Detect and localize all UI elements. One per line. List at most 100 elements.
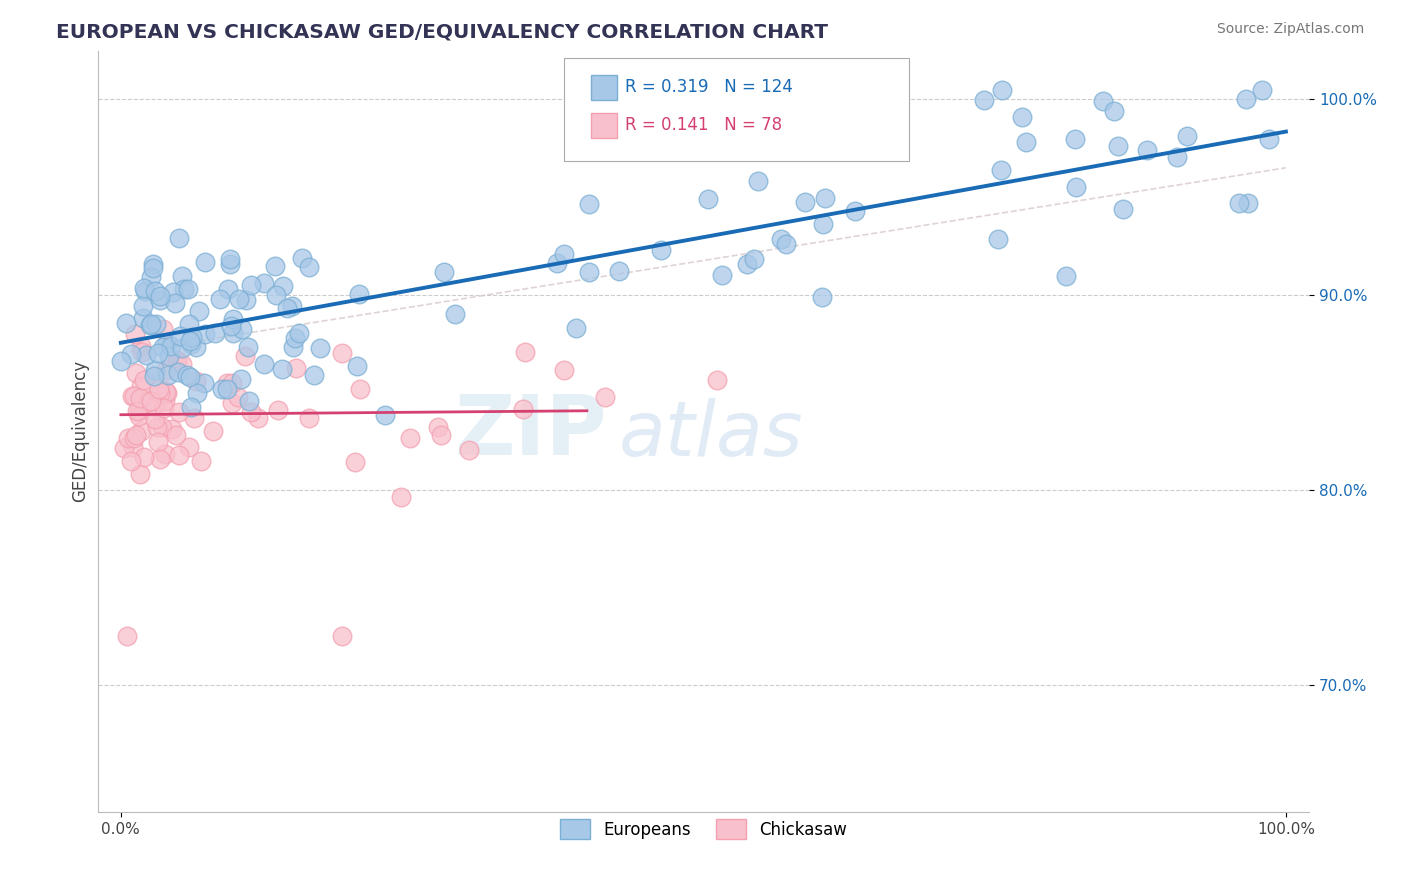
Point [129, 424, 152, 438]
Point [156, 385, 179, 400]
Point [177, 282, 200, 296]
Point [186, 374, 208, 388]
Point [146, 435, 169, 450]
Point [142, 401, 165, 415]
Point [134, 281, 156, 295]
Point [298, 410, 321, 425]
Point [1064, 132, 1087, 146]
Point [253, 276, 276, 290]
Point [176, 368, 198, 383]
Point [121, 389, 143, 403]
Point [284, 361, 307, 376]
Point [706, 373, 728, 387]
Point [1011, 110, 1033, 124]
Point [228, 292, 250, 306]
Point [346, 359, 368, 373]
Point [458, 443, 481, 458]
Point [607, 264, 630, 278]
Point [132, 311, 155, 326]
Point [159, 339, 181, 353]
Point [217, 282, 239, 296]
Point [155, 336, 177, 351]
Point [697, 192, 720, 206]
Text: R = 0.141   N = 78: R = 0.141 N = 78 [624, 116, 782, 135]
Point [219, 319, 242, 334]
Point [238, 340, 260, 354]
Point [240, 278, 263, 293]
Point [129, 338, 152, 352]
Point [1107, 139, 1129, 153]
FancyBboxPatch shape [564, 58, 910, 161]
Point [110, 354, 132, 368]
Point [117, 431, 139, 445]
Point [190, 454, 212, 468]
Point [134, 450, 156, 464]
Point [122, 431, 145, 445]
Point [264, 259, 287, 273]
Point [1015, 135, 1038, 149]
Point [231, 322, 253, 336]
Point [280, 299, 302, 313]
Point [235, 293, 257, 307]
Point [165, 427, 187, 442]
Point [271, 278, 294, 293]
Point [155, 363, 177, 377]
Point [155, 384, 177, 399]
Point [125, 427, 148, 442]
Point [134, 284, 156, 298]
Point [172, 341, 194, 355]
Point [179, 440, 201, 454]
Point [546, 255, 568, 269]
Point [347, 286, 370, 301]
Point [157, 349, 180, 363]
Point [152, 340, 174, 354]
Point [297, 260, 319, 274]
Point [183, 411, 205, 425]
FancyBboxPatch shape [591, 113, 617, 138]
Point [125, 367, 148, 381]
Point [163, 296, 186, 310]
Point [120, 346, 142, 360]
Point [231, 372, 253, 386]
Point [188, 304, 211, 318]
Point [430, 428, 453, 442]
Point [309, 341, 332, 355]
Point [252, 357, 274, 371]
Point [127, 404, 149, 418]
Point [169, 329, 191, 343]
Point [145, 412, 167, 426]
Point [136, 393, 159, 408]
Point [139, 318, 162, 332]
Point [153, 401, 176, 415]
Point [115, 316, 138, 330]
Point [565, 320, 588, 334]
Text: EUROPEAN VS CHICKASAW GED/EQUIVALENCY CORRELATION CHART: EUROPEAN VS CHICKASAW GED/EQUIVALENCY CO… [56, 22, 828, 41]
Point [156, 368, 179, 382]
Point [650, 243, 672, 257]
Point [1251, 83, 1274, 97]
Point [222, 326, 245, 341]
Point [135, 396, 157, 410]
Point [389, 490, 412, 504]
Point [180, 400, 202, 414]
Point [193, 376, 215, 391]
Point [349, 382, 371, 396]
Point [142, 257, 165, 271]
Point [204, 326, 226, 340]
Point [166, 352, 188, 367]
Point [578, 264, 600, 278]
Point [288, 326, 311, 341]
Point [143, 363, 166, 377]
Point [139, 393, 162, 408]
Point [177, 317, 200, 331]
Point [219, 252, 242, 266]
Point [433, 265, 456, 279]
Point [128, 403, 150, 417]
Point [194, 254, 217, 268]
Point [167, 230, 190, 244]
Point [1166, 150, 1188, 164]
Point [148, 382, 170, 396]
FancyBboxPatch shape [591, 75, 617, 100]
Point [194, 327, 217, 342]
Point [793, 195, 815, 210]
